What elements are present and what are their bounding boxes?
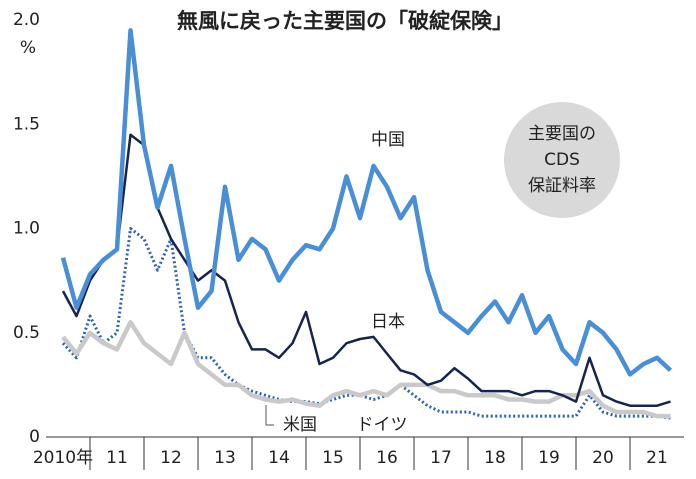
annotation: CDS	[544, 150, 580, 170]
series-label: 日本	[371, 312, 405, 332]
series-line	[60, 28, 673, 377]
label-leader	[265, 405, 274, 426]
x-tick-label: 16	[376, 448, 398, 468]
annotation: 主要国の	[528, 124, 596, 144]
chart-title: 無風に戻った主要国の「破綻保険」	[177, 9, 513, 33]
y-tick-label: 0	[29, 427, 40, 447]
series-label: ドイツ	[357, 415, 408, 435]
y-unit: %	[20, 38, 36, 58]
series-line	[61, 320, 671, 419]
x-tick-label: 11	[106, 448, 128, 468]
x-tick-label: 19	[538, 448, 560, 468]
series-line	[61, 133, 671, 407]
series-label: 米国	[283, 415, 317, 435]
x-tick-label: 14	[268, 448, 290, 468]
x-tick-label: 20	[592, 448, 614, 468]
y-tick-label: 1.5	[13, 114, 40, 134]
x-tick-label: 18	[484, 448, 506, 468]
annotation: 保証料率	[528, 176, 596, 196]
x-tick-label: 12	[160, 448, 182, 468]
annotation-circle	[504, 102, 620, 218]
x-tick-label: 2010年	[33, 448, 93, 468]
series-line	[61, 227, 671, 420]
y-tick-label: 0.5	[13, 323, 40, 343]
y-tick-label: 1.0	[13, 219, 40, 239]
x-tick-label: 17	[430, 448, 452, 468]
x-tick-label: 21	[646, 448, 668, 468]
x-tick-label: 13	[214, 448, 236, 468]
y-tick-label: 2.0	[13, 10, 40, 30]
x-tick-label: 15	[322, 448, 344, 468]
series-label: 中国	[371, 130, 405, 150]
